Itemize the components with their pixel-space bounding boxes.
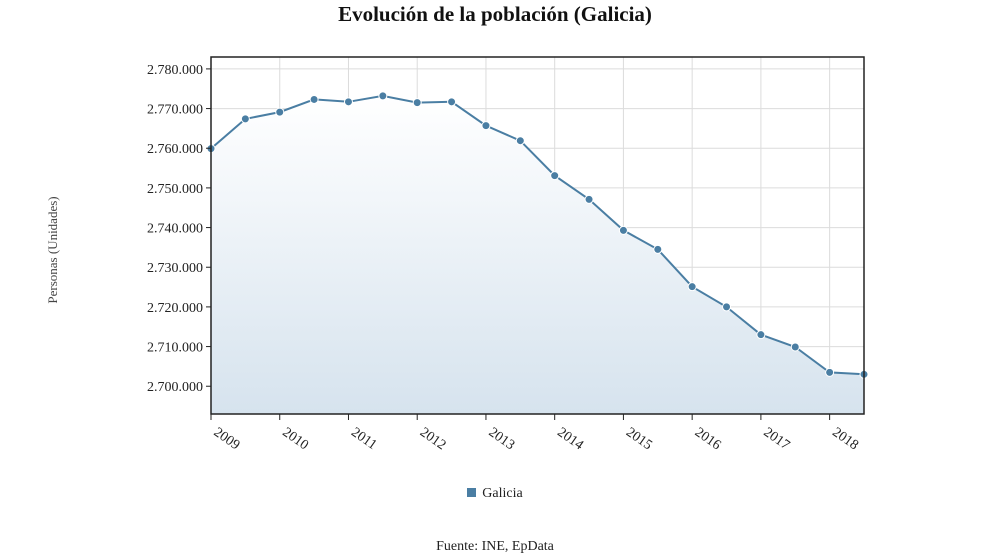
x-tick-label: 2015 xyxy=(623,425,655,453)
data-point[interactable] xyxy=(275,107,285,117)
x-tick-label: 2016 xyxy=(692,425,724,453)
legend-swatch xyxy=(467,488,477,497)
plot-frame xyxy=(210,56,865,415)
y-tick-label: 2.720.000 xyxy=(147,301,203,316)
data-point[interactable] xyxy=(309,94,319,104)
y-tick-label: 2.730.000 xyxy=(147,261,203,276)
x-tick-label: 2009 xyxy=(211,425,243,453)
data-point[interactable] xyxy=(756,330,766,340)
data-point[interactable] xyxy=(343,97,353,107)
legend-label: Galicia xyxy=(482,486,523,501)
series-points xyxy=(206,91,869,379)
series-area-fill xyxy=(211,95,864,415)
series-line xyxy=(210,94,865,376)
y-tick-label: 2.710.000 xyxy=(147,341,203,356)
data-point[interactable] xyxy=(825,367,835,377)
data-point[interactable] xyxy=(412,98,422,108)
data-point[interactable] xyxy=(618,225,628,235)
x-tick-label: 2013 xyxy=(486,425,518,453)
data-point[interactable] xyxy=(515,136,525,146)
data-point[interactable] xyxy=(550,171,560,181)
y-tick-label: 2.770.000 xyxy=(147,103,203,118)
data-point[interactable] xyxy=(240,114,250,124)
chart-title: Evolución de la población (Galicia) xyxy=(338,2,652,26)
data-point[interactable] xyxy=(447,97,457,107)
x-tick-label: 2017 xyxy=(761,425,793,453)
x-tick-label: 2010 xyxy=(279,425,311,453)
y-tick-label: 2.780.000 xyxy=(147,63,203,78)
y-tick-label: 2.760.000 xyxy=(147,142,203,157)
x-tick-label: 2012 xyxy=(417,425,449,453)
y-axis: 2.700.000 2.710.000 2.720.000 2.730.000 2.74… xyxy=(147,63,211,395)
x-axis: 2009 2010 2011 2012 2013 2014 2015 2016 2017 2018 xyxy=(210,414,861,453)
data-point[interactable] xyxy=(687,282,697,292)
y-tick-label: 2.740.000 xyxy=(147,222,203,237)
y-tick-label: 2.700.000 xyxy=(147,380,203,395)
data-point[interactable] xyxy=(378,91,388,101)
data-point[interactable] xyxy=(722,302,732,312)
x-tick-label: 2018 xyxy=(829,425,861,453)
data-point[interactable] xyxy=(790,342,800,352)
data-point[interactable] xyxy=(653,244,663,254)
data-point[interactable] xyxy=(584,194,594,204)
data-point[interactable] xyxy=(481,121,491,131)
y-tick-label: 2.750.000 xyxy=(147,182,203,197)
x-tick-label: 2011 xyxy=(348,425,379,453)
source-note: Fuente: INE, EpData xyxy=(436,539,554,554)
legend[interactable]: Galicia xyxy=(0,486,990,502)
y-axis-label: Personas (Unidades) xyxy=(45,196,60,303)
x-tick-label: 2014 xyxy=(554,425,586,453)
